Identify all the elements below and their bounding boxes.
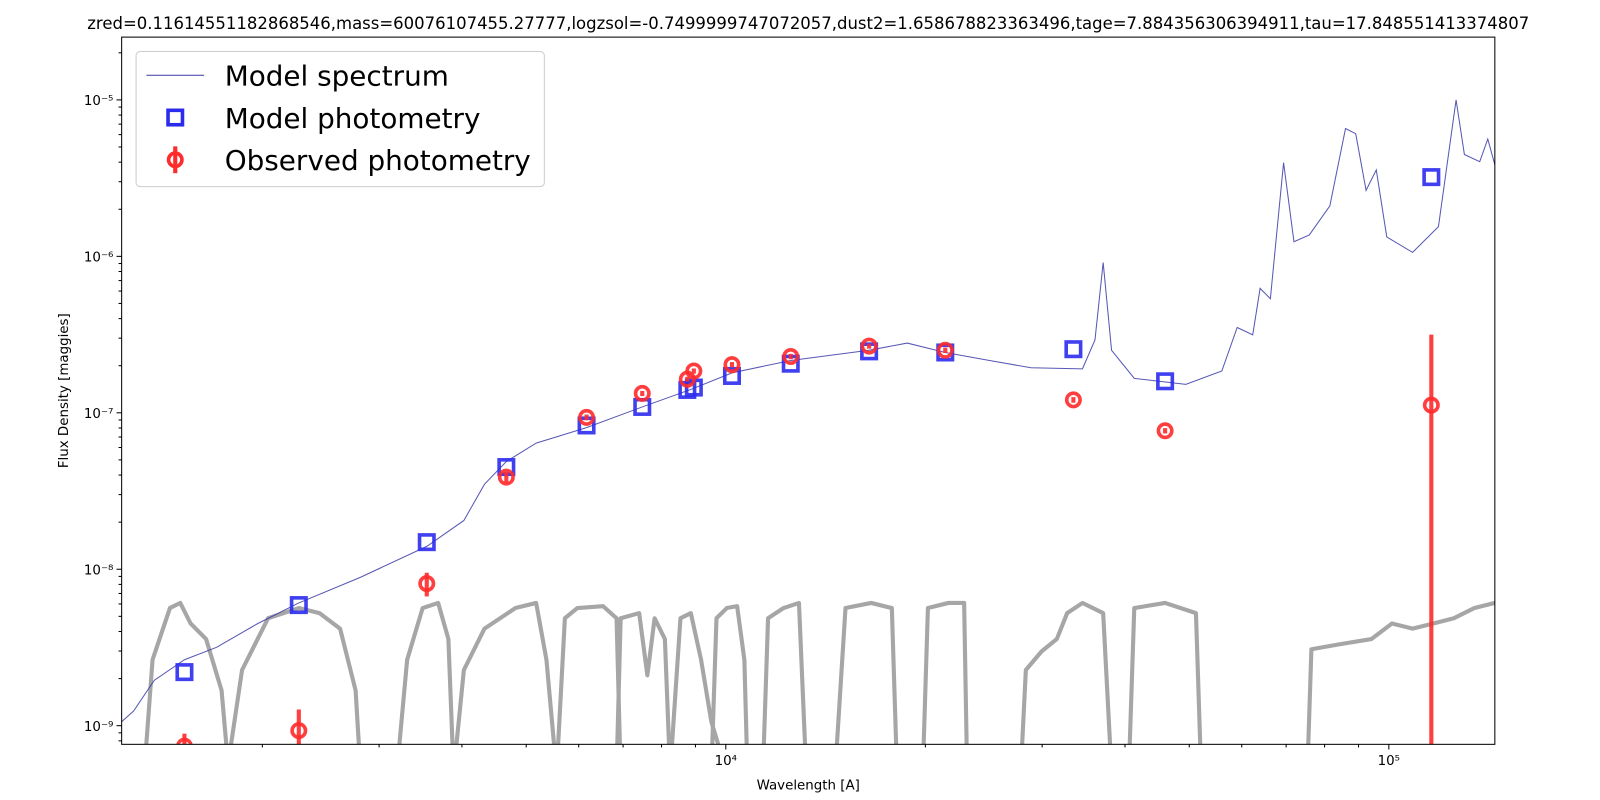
photometry-marker xyxy=(289,596,308,615)
photometry-marker xyxy=(1064,340,1083,359)
filter-curve xyxy=(710,604,749,745)
filter-curve xyxy=(669,611,721,745)
observed-marker xyxy=(176,737,193,745)
y-tick-label: 10⁻⁷ xyxy=(84,407,113,422)
photometry-marker xyxy=(417,533,436,552)
legend: Model spectrum Model photometry Observed p… xyxy=(135,51,545,188)
observed-marker xyxy=(1064,391,1082,409)
filter-curve xyxy=(615,611,672,745)
plot-area xyxy=(121,99,1495,745)
observed-marker xyxy=(685,362,703,380)
observed-marker xyxy=(578,408,596,426)
filter-curve xyxy=(834,600,899,745)
photometry-marker xyxy=(175,663,194,682)
observed-marker xyxy=(1422,396,1440,414)
observed-marker xyxy=(782,347,800,366)
x-axis-label: Wavelength [A] xyxy=(757,779,860,794)
x-tick-label: 10⁵ xyxy=(1378,754,1400,769)
filter-curve xyxy=(556,604,622,745)
observed-marker xyxy=(290,722,308,740)
y-tick-label: 10⁻⁶ xyxy=(84,251,113,266)
observed-marker xyxy=(723,356,741,374)
x-tick-label: 10⁴ xyxy=(715,754,737,769)
filter-curve xyxy=(1127,600,1203,745)
filter-curve xyxy=(761,600,808,745)
legend-square xyxy=(166,108,185,127)
filter-curve xyxy=(1020,600,1113,745)
y-tick-label: 10⁻⁵ xyxy=(84,94,113,109)
legend-circle xyxy=(166,151,184,169)
filter-curve xyxy=(228,605,361,745)
filter-curve xyxy=(921,600,969,745)
chart-title: zred=0.11614551182868546,mass=6007610745… xyxy=(87,14,1529,33)
photometry-marker xyxy=(722,366,741,385)
observed-marker xyxy=(633,384,651,402)
filter-curve xyxy=(397,600,455,745)
y-axis-label: Flux Density [maggies] xyxy=(57,313,72,468)
axes-frame xyxy=(121,36,1496,745)
filter-curve xyxy=(1306,600,1495,745)
observed-marker xyxy=(860,337,878,355)
legend-label: Observed photometry xyxy=(225,144,531,177)
photometry-marker xyxy=(1156,372,1175,391)
legend-box xyxy=(135,51,545,188)
observed-marker xyxy=(418,575,436,593)
legend-label: Model spectrum xyxy=(225,60,449,93)
y-tick-label: 10⁻⁸ xyxy=(84,563,113,578)
filter-curve xyxy=(454,600,557,745)
model-spectrum xyxy=(121,99,1495,723)
legend-label: Model photometry xyxy=(225,102,481,135)
y-tick-label: 10⁻⁹ xyxy=(84,720,113,735)
observed-marker xyxy=(1156,422,1174,440)
observed-marker xyxy=(936,341,954,359)
filter-curve xyxy=(144,600,229,745)
photometry-marker xyxy=(1422,168,1441,187)
observed-marker xyxy=(497,468,515,486)
